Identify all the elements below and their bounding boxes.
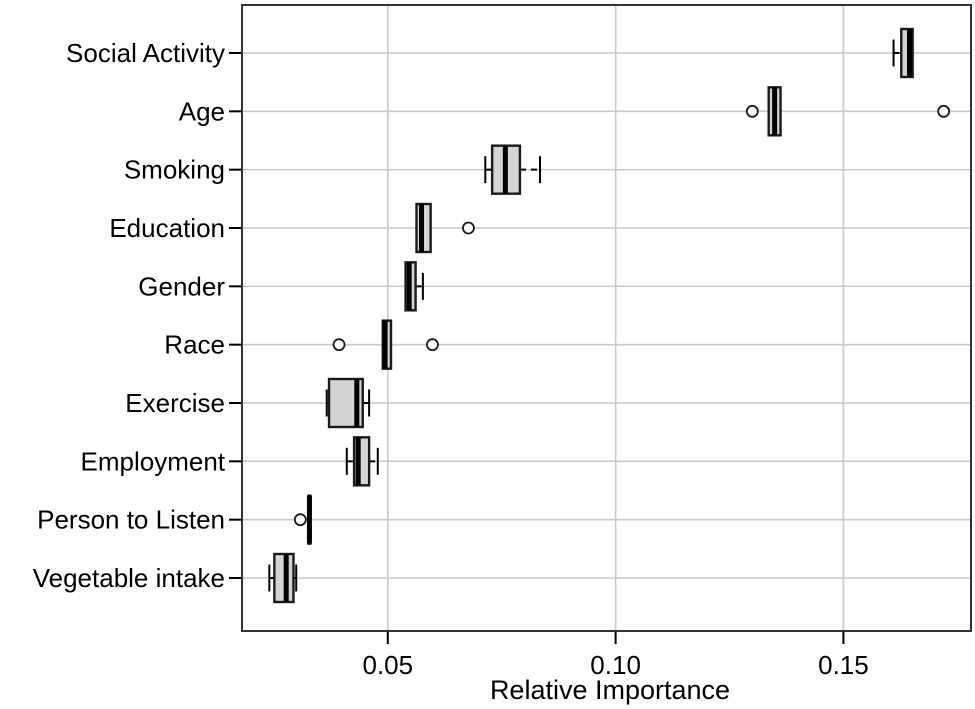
outlier-point (937, 104, 951, 118)
axes: Social Activity Age Smoking Education Gender… (33, 38, 869, 680)
boxplot-row-gender (404, 261, 424, 312)
y-axis-label: Social Activity (66, 38, 225, 68)
boxplot-row-vegetable-intake (268, 552, 298, 604)
boxplot-row-education (415, 202, 475, 254)
y-axis-label: Employment (81, 446, 226, 476)
plot-border (241, 4, 972, 632)
x-tick-label: 0.10 (590, 650, 641, 680)
boxplot-row-race (332, 319, 439, 370)
outlier-point (462, 221, 475, 235)
y-axis-label: Race (164, 330, 225, 360)
outlier-point (293, 513, 307, 527)
outlier-point (745, 104, 759, 118)
boxplot-row-age (745, 86, 951, 137)
y-axis-label: Smoking (124, 155, 225, 185)
x-tick-label: 0.15 (818, 650, 869, 680)
y-axis-label: Education (109, 213, 225, 243)
boxplot-row-person-to-listen (293, 494, 312, 545)
y-axis-label: Vegetable intake (33, 563, 225, 593)
boxplot-row-smoking (484, 144, 541, 195)
outlier-point (426, 338, 439, 352)
outlier-point (332, 338, 346, 352)
boxplot-row-social-activity (892, 27, 914, 79)
x-tick-label: 0.05 (362, 650, 413, 680)
y-axis-label: Age (179, 96, 225, 126)
y-axis-label: Exercise (125, 388, 225, 418)
iqr-box (900, 27, 914, 79)
gridlines (242, 5, 971, 631)
boxplot-row-exercise (325, 377, 371, 429)
x-axis-title: Relative Importance (490, 675, 730, 705)
y-axis-label: Person to Listen (37, 505, 225, 535)
boxplot-row-employment (345, 436, 379, 487)
y-axis-label: Gender (138, 271, 225, 301)
